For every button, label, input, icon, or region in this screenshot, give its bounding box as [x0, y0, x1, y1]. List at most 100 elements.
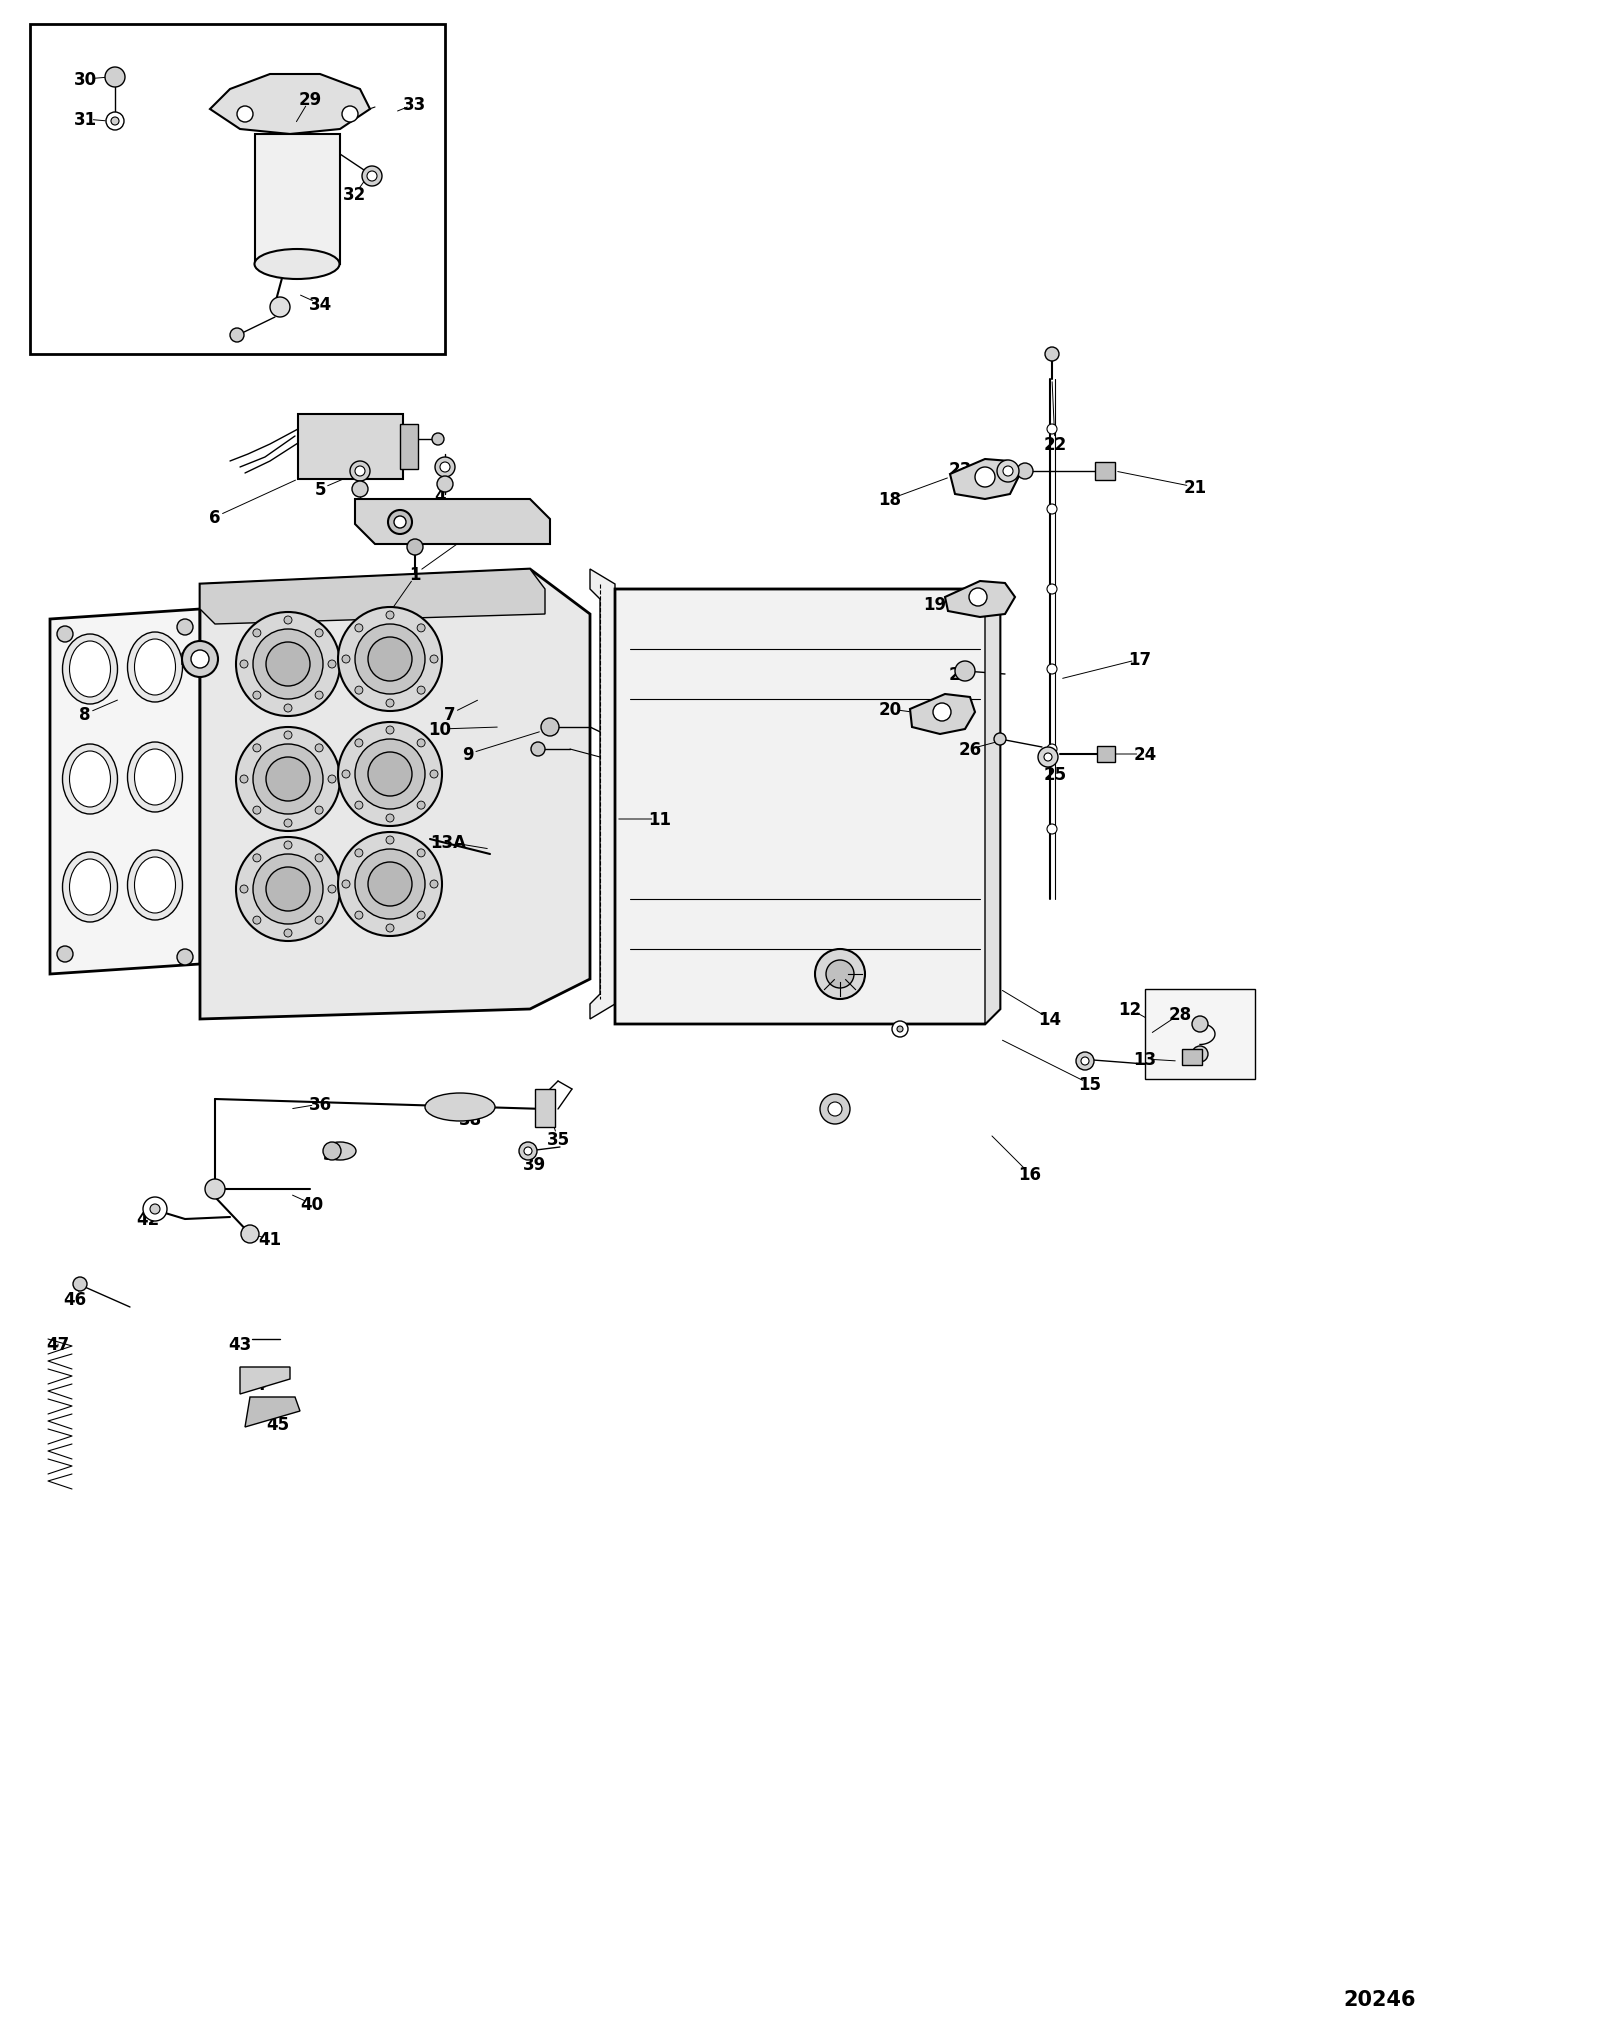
Circle shape [328, 661, 336, 669]
Circle shape [355, 850, 426, 920]
Circle shape [386, 816, 394, 822]
Circle shape [253, 854, 261, 862]
Circle shape [386, 726, 394, 734]
Text: 36: 36 [309, 1095, 331, 1113]
Ellipse shape [62, 744, 117, 816]
Text: 6: 6 [210, 510, 221, 526]
Circle shape [418, 740, 426, 748]
Text: 21: 21 [1184, 479, 1206, 498]
Circle shape [355, 624, 363, 632]
Text: 31: 31 [74, 110, 96, 128]
Circle shape [150, 1205, 160, 1215]
Text: 20: 20 [878, 701, 901, 718]
Ellipse shape [128, 850, 182, 920]
Circle shape [368, 638, 413, 681]
Text: 12: 12 [1118, 1001, 1141, 1020]
Circle shape [518, 1142, 538, 1160]
Circle shape [285, 705, 291, 714]
Circle shape [205, 1179, 226, 1199]
Ellipse shape [128, 742, 182, 814]
Circle shape [1046, 585, 1058, 595]
Circle shape [355, 740, 363, 748]
Circle shape [531, 742, 546, 756]
Circle shape [285, 842, 291, 850]
Ellipse shape [62, 852, 117, 922]
Polygon shape [200, 569, 546, 624]
Bar [1146, 989, 1254, 1079]
Circle shape [997, 461, 1019, 483]
Circle shape [182, 642, 218, 677]
Text: 27: 27 [949, 665, 971, 683]
Circle shape [285, 732, 291, 740]
Ellipse shape [62, 634, 117, 705]
Ellipse shape [69, 860, 110, 916]
Bar [1098, 746, 1115, 763]
Text: 10: 10 [429, 720, 451, 738]
Circle shape [315, 691, 323, 699]
Circle shape [342, 881, 350, 889]
Text: 47: 47 [46, 1336, 70, 1354]
Circle shape [541, 718, 558, 736]
Polygon shape [590, 569, 614, 1020]
Circle shape [355, 911, 363, 920]
Text: 15: 15 [1078, 1075, 1101, 1093]
Circle shape [1192, 1046, 1208, 1062]
Circle shape [933, 703, 950, 722]
Bar [534, 1089, 555, 1128]
Ellipse shape [254, 251, 339, 279]
Text: 43: 43 [229, 1336, 251, 1354]
Circle shape [285, 820, 291, 828]
Polygon shape [240, 1368, 290, 1395]
Bar [1094, 463, 1115, 481]
Bar [254, 135, 339, 265]
Circle shape [58, 946, 74, 962]
Circle shape [1003, 467, 1013, 477]
Circle shape [418, 801, 426, 809]
Text: 32: 32 [344, 186, 366, 204]
Polygon shape [245, 1397, 301, 1427]
Text: 38: 38 [459, 1111, 482, 1128]
Circle shape [387, 510, 413, 534]
Ellipse shape [134, 640, 176, 695]
Circle shape [368, 862, 413, 907]
Text: 23: 23 [949, 461, 971, 479]
Circle shape [1082, 1058, 1090, 1066]
Text: 42: 42 [136, 1211, 160, 1227]
Circle shape [1018, 463, 1034, 479]
Text: 30: 30 [74, 71, 96, 90]
Circle shape [1075, 1052, 1094, 1070]
Text: 29: 29 [298, 92, 322, 108]
Circle shape [240, 775, 248, 783]
Circle shape [893, 1022, 909, 1038]
Ellipse shape [69, 642, 110, 697]
Circle shape [366, 171, 378, 181]
Text: 14: 14 [1038, 1011, 1061, 1028]
Text: 11: 11 [648, 812, 672, 828]
Polygon shape [200, 569, 590, 1020]
Circle shape [253, 691, 261, 699]
Bar [298, 414, 403, 479]
Circle shape [955, 663, 974, 681]
Circle shape [440, 463, 450, 473]
Circle shape [338, 832, 442, 936]
Text: 3: 3 [373, 620, 384, 638]
Circle shape [1046, 665, 1058, 675]
Text: 44: 44 [243, 1376, 267, 1393]
Text: 9: 9 [462, 746, 474, 765]
Text: 28: 28 [1168, 1005, 1192, 1024]
Circle shape [437, 477, 453, 493]
Circle shape [266, 867, 310, 911]
Circle shape [432, 434, 445, 447]
Circle shape [315, 744, 323, 752]
Ellipse shape [426, 1093, 494, 1121]
Ellipse shape [134, 858, 176, 913]
Polygon shape [614, 589, 1000, 1024]
Circle shape [386, 612, 394, 620]
Circle shape [430, 771, 438, 779]
Text: 41: 41 [259, 1230, 282, 1248]
Circle shape [1038, 748, 1058, 767]
Text: 35: 35 [547, 1130, 570, 1148]
Circle shape [253, 807, 261, 816]
Text: 13: 13 [1133, 1050, 1157, 1068]
Circle shape [342, 771, 350, 779]
